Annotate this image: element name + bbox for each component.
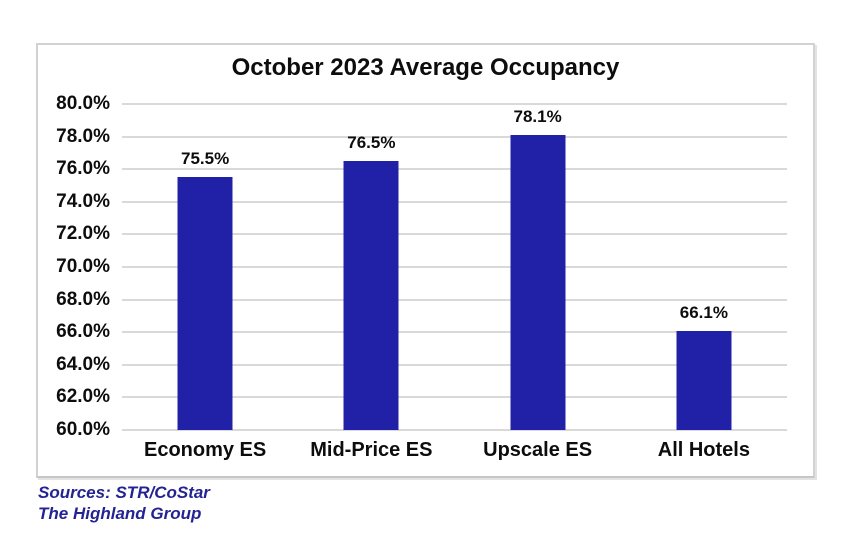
- gridline: [122, 233, 787, 236]
- y-axis-tick-label: 72.0%: [56, 223, 110, 245]
- bar-value-label: 76.5%: [347, 133, 396, 153]
- chart-sources: Sources: STR/CoStar The Highland Group: [38, 482, 210, 524]
- gridline: [122, 200, 787, 203]
- bar-value-label: 66.1%: [679, 302, 728, 322]
- y-axis-tick-label: 70.0%: [56, 256, 110, 277]
- bar-column: 78.1%: [455, 104, 621, 430]
- x-axis-label-economy-es: Economy ES: [143, 439, 267, 461]
- bar-value-label: 75.5%: [181, 149, 230, 169]
- bar-all-hotels: [676, 330, 732, 430]
- y-axis-tick-label: 64.0%: [56, 353, 110, 375]
- gridline: [122, 331, 787, 334]
- plot-area: 80.0% 78.0% 76.0% 74.0% 72.0% 70.0% 68.0% 66.0%…: [56, 93, 787, 440]
- bar-column: 66.1%: [621, 104, 787, 430]
- x-axis-label-mid-price-es: Mid-Price ES: [310, 439, 433, 461]
- gridline: [122, 298, 787, 301]
- bar-upscale-es: [510, 134, 566, 430]
- bar-value-label: 78.1%: [513, 106, 562, 126]
- sources-line-2: The Highland Group: [38, 504, 202, 523]
- bar-economy-es: [177, 177, 233, 430]
- gridline: [122, 429, 787, 431]
- y-axis-tick-label: 80.0%: [56, 93, 110, 114]
- gridline: [122, 135, 787, 138]
- x-axis-labels: Economy ES Mid-Price ES Upscale ES All Hote…: [122, 439, 787, 462]
- gridline: [122, 363, 787, 366]
- gridline: [122, 168, 787, 171]
- sources-line-1: Sources: STR/CoStar: [38, 483, 210, 502]
- gridline: [122, 103, 787, 105]
- y-axis-tick-label: 68.0%: [56, 288, 110, 310]
- y-axis-tick-label: 78.0%: [56, 125, 110, 147]
- gridline: [122, 396, 787, 399]
- y-axis-tick-label: 66.0%: [56, 321, 110, 343]
- y-axis-tick-label: 74.0%: [56, 190, 110, 212]
- bar-column: 75.5%: [122, 104, 288, 430]
- y-axis-tick-label: 60.0%: [56, 419, 110, 440]
- bar-column: 76.5%: [288, 104, 454, 430]
- y-axis-tick-label: 76.0%: [56, 158, 110, 180]
- x-axis-label-upscale-es: Upscale ES: [483, 439, 593, 461]
- y-axis-tick-label: 62.0%: [56, 386, 110, 408]
- chart-title: October 2023 Average Occupancy: [231, 54, 620, 81]
- chart-panel: October 2023 Average Occupancy 80.0% 78.0…: [36, 43, 815, 478]
- bar-mid-price-es: [343, 161, 399, 430]
- x-axis-label-all-hotels: All Hotels: [657, 439, 750, 461]
- gridline: [122, 266, 787, 268]
